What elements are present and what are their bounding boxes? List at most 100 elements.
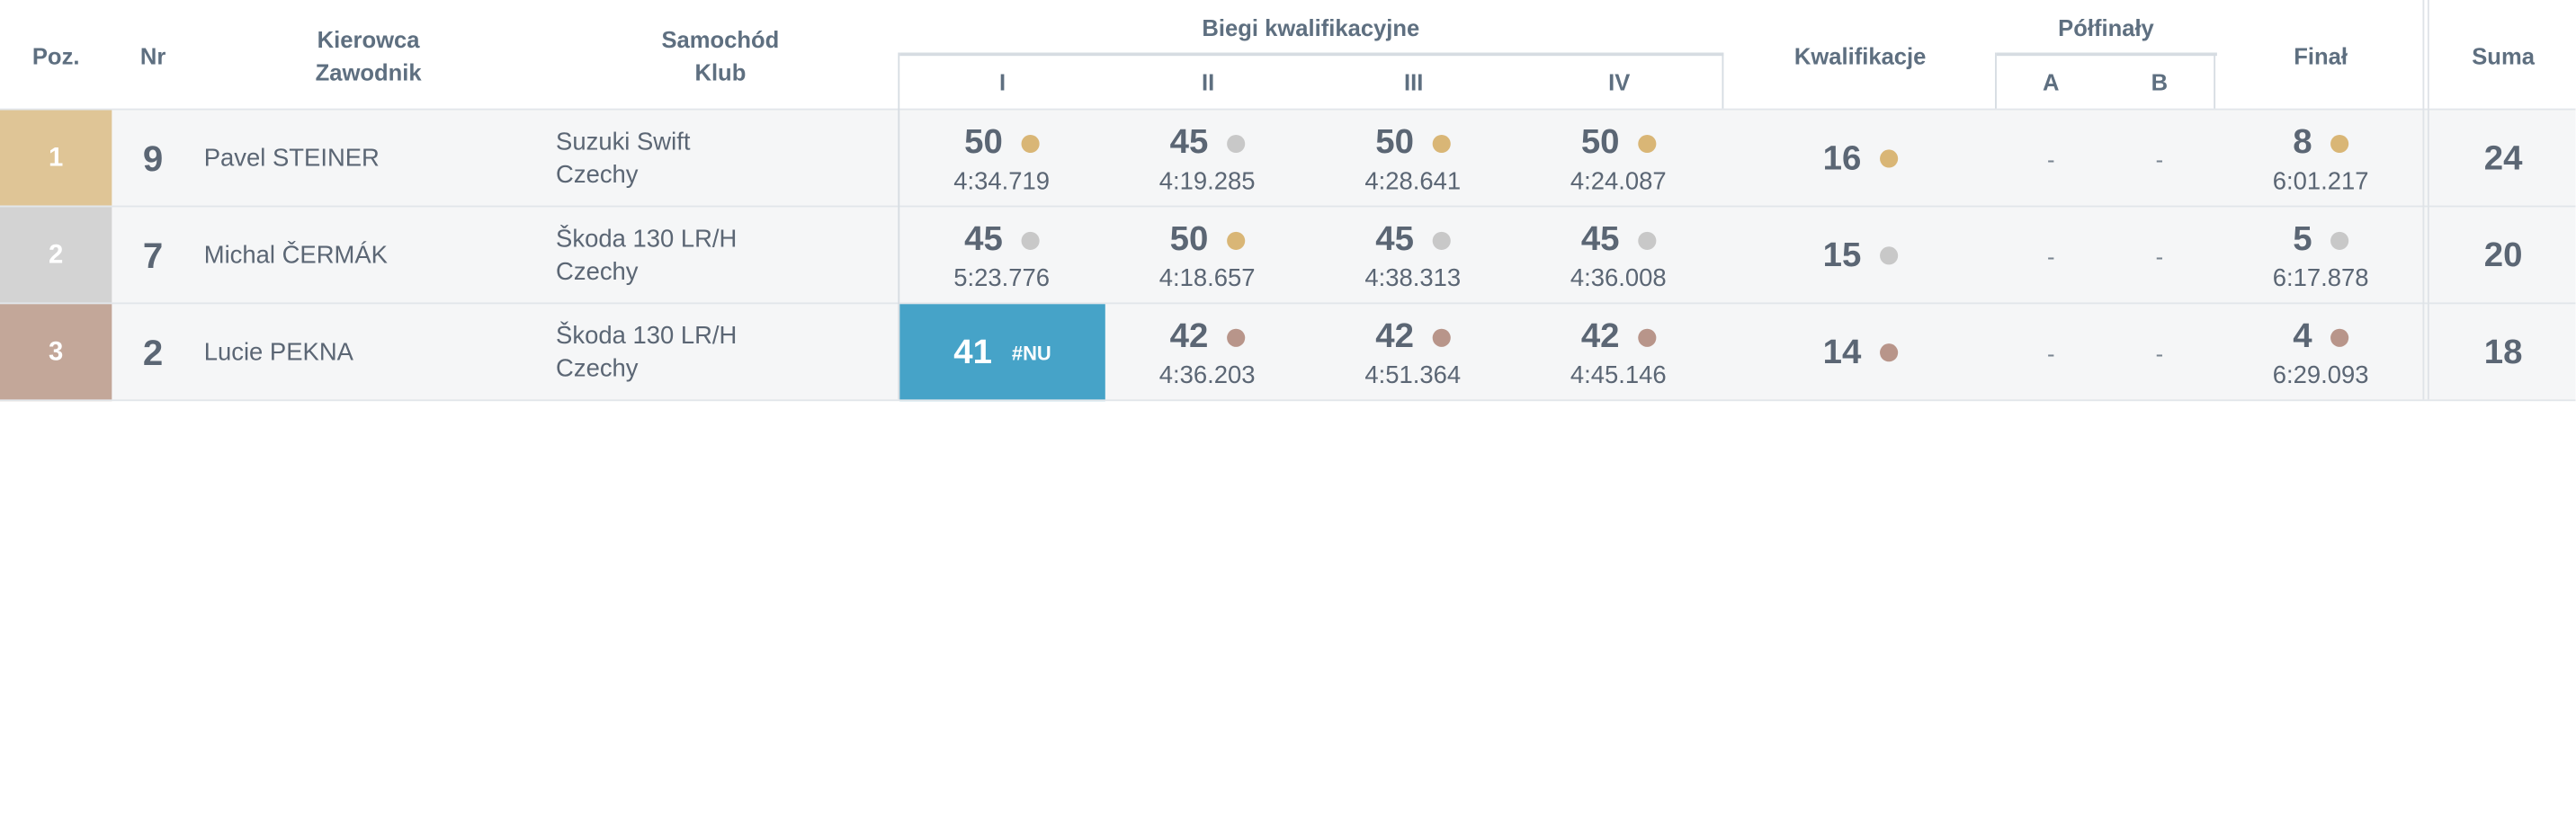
final-result: 4 6:29.093 bbox=[2217, 304, 2424, 401]
header-car-line2: Klub bbox=[694, 58, 747, 86]
column-divider bbox=[1722, 52, 1724, 109]
start-number: 7 bbox=[142, 234, 164, 276]
heat-points: 45 bbox=[1169, 123, 1209, 162]
final-points: 4 bbox=[2293, 316, 2312, 355]
heat-points: 42 bbox=[1580, 316, 1620, 355]
final-result: 8 6:01.217 bbox=[2217, 111, 2424, 208]
heat-time: 4:18.657 bbox=[1158, 264, 1256, 293]
table-row: 3 2 Lucie PEKNA Škoda 130 LR/H Czechy 41… bbox=[0, 302, 2576, 402]
silver-medal-icon bbox=[1226, 134, 1245, 153]
club-name: Czechy bbox=[556, 258, 639, 287]
header-heats-divider bbox=[899, 52, 1724, 57]
header-sum: Suma bbox=[2472, 42, 2535, 69]
heat-1-result: 50 4:34.719 bbox=[899, 111, 1104, 208]
heat-time: 4:36.008 bbox=[1570, 264, 1667, 293]
table-bottom-border bbox=[0, 399, 2576, 402]
qualifying-points: 14 bbox=[1822, 333, 1862, 371]
heat-points: 50 bbox=[964, 123, 1003, 162]
gold-medal-icon bbox=[1637, 134, 1656, 153]
heat-time: 4:45.146 bbox=[1570, 361, 1667, 390]
heat-3-result: 45 4:38.313 bbox=[1310, 207, 1515, 304]
silver-medal-icon bbox=[1637, 230, 1656, 250]
car-name: Škoda 130 LR/H bbox=[556, 225, 738, 254]
header-qualifying: Kwalifikacje bbox=[1793, 42, 1927, 69]
header-final: Finał bbox=[2294, 42, 2348, 69]
header-heats-title: Biegi kwalifikacyjne bbox=[1202, 14, 1420, 41]
position-badge: 3 bbox=[0, 304, 112, 402]
heat-time: 4:34.719 bbox=[953, 167, 1050, 196]
heat-points: 50 bbox=[1580, 123, 1620, 162]
total-sum: 18 bbox=[2483, 333, 2523, 371]
heat-points: 42 bbox=[1375, 316, 1414, 355]
heat-4-result: 45 4:36.008 bbox=[1516, 207, 1721, 304]
header-driver: Kierowca Zawodnik bbox=[204, 23, 533, 89]
header-heat-4: IV bbox=[1608, 68, 1631, 96]
silver-medal-icon bbox=[1879, 246, 1898, 265]
header-semi-a: A bbox=[2042, 68, 2060, 96]
final-time: 6:29.093 bbox=[2272, 361, 2369, 390]
qualifying-result: 16 bbox=[1723, 111, 1997, 208]
qualifying-result: 15 bbox=[1723, 207, 1997, 304]
header-car-line1: Samochód bbox=[661, 26, 780, 53]
heat-time: 4:36.203 bbox=[1158, 361, 1256, 390]
heat-2-result: 45 4:19.285 bbox=[1105, 111, 1310, 208]
header-car: Samochód Klub bbox=[556, 23, 885, 89]
column-divider bbox=[2214, 52, 2216, 109]
heat-1-result: 45 5:23.776 bbox=[899, 207, 1104, 304]
column-divider bbox=[898, 52, 900, 400]
qualifying-points: 16 bbox=[1822, 138, 1862, 177]
bronze-medal-icon bbox=[1637, 327, 1656, 346]
bronze-medal-icon bbox=[1879, 343, 1898, 362]
heat-3-result: 42 4:51.364 bbox=[1310, 304, 1515, 401]
bronze-medal-icon bbox=[1226, 327, 1245, 346]
heat-points: 50 bbox=[1375, 123, 1414, 162]
header-heat-3: III bbox=[1403, 68, 1424, 96]
gold-medal-icon bbox=[2330, 134, 2348, 153]
heat-points: 45 bbox=[964, 220, 1003, 259]
header-semi-b: B bbox=[2151, 68, 2169, 96]
heat-1-highlighted-result: 41 #NU bbox=[899, 304, 1105, 402]
silver-medal-icon bbox=[1432, 230, 1451, 250]
heat-points: 45 bbox=[1580, 220, 1620, 259]
header-driver-line1: Kierowca bbox=[317, 26, 420, 53]
heat-points: 41 bbox=[953, 333, 992, 371]
heat-2-result: 42 4:36.203 bbox=[1105, 304, 1310, 401]
semi-b-result: - bbox=[2155, 145, 2164, 173]
header-heat-1: I bbox=[998, 68, 1006, 96]
table-row: 2 7 Michal ČERMÁK Škoda 130 LR/H Czechy … bbox=[0, 205, 2576, 305]
heat-time: 4:51.364 bbox=[1364, 361, 1462, 390]
car-name: Škoda 130 LR/H bbox=[556, 322, 738, 351]
header-heat-2: II bbox=[1201, 68, 1215, 96]
header-driver-line2: Zawodnik bbox=[315, 58, 422, 86]
start-number: 2 bbox=[142, 331, 164, 373]
qualifying-points: 15 bbox=[1822, 236, 1862, 274]
status-badge: #NU bbox=[1011, 341, 1051, 365]
column-divider bbox=[2427, 0, 2429, 400]
final-time: 6:17.878 bbox=[2272, 264, 2369, 293]
bronze-medal-icon bbox=[2330, 327, 2348, 346]
final-time: 6:01.217 bbox=[2272, 167, 2369, 196]
header-semis-title: Półfinały bbox=[2058, 14, 2154, 41]
semi-a-result: - bbox=[2046, 145, 2055, 173]
bronze-medal-icon bbox=[1432, 327, 1451, 346]
driver-name: Michal ČERMÁK bbox=[203, 241, 388, 270]
heat-time: 4:38.313 bbox=[1364, 264, 1462, 293]
driver-name: Lucie PEKNA bbox=[203, 338, 353, 367]
final-result: 5 6:17.878 bbox=[2217, 207, 2424, 304]
column-divider bbox=[1995, 52, 1997, 109]
table-row: 1 9 Pavel STEINER Suzuki Swift Czechy 50… bbox=[0, 108, 2576, 208]
heat-time: 4:28.641 bbox=[1364, 167, 1462, 196]
heat-4-result: 50 4:24.087 bbox=[1516, 111, 1721, 208]
header-pos: Poz. bbox=[31, 42, 80, 69]
car-club: Suzuki Swift Czechy bbox=[556, 127, 690, 192]
start-number: 9 bbox=[142, 137, 164, 179]
heat-time: 5:23.776 bbox=[953, 264, 1050, 293]
semi-b-result: - bbox=[2155, 339, 2164, 366]
gold-medal-icon bbox=[1020, 134, 1040, 153]
club-name: Czechy bbox=[556, 161, 639, 190]
heat-points: 42 bbox=[1169, 316, 1209, 355]
gold-medal-icon bbox=[1879, 149, 1898, 168]
car-name: Suzuki Swift bbox=[556, 128, 691, 156]
heat-3-result: 50 4:28.641 bbox=[1310, 111, 1515, 208]
